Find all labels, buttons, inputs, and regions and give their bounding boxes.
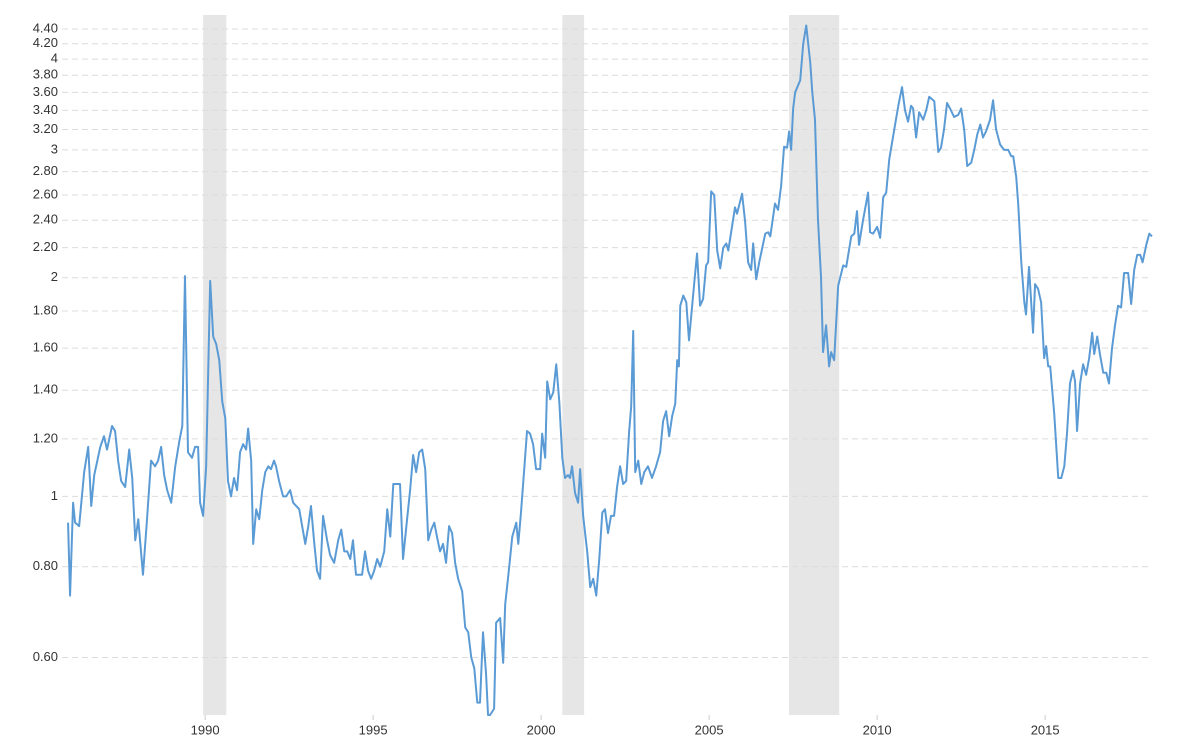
x-tick-label: 1990 (191, 722, 220, 737)
y-tick-label: 2.40 (33, 212, 58, 227)
x-tick-label: 2005 (695, 722, 724, 737)
x-tick-label: 2015 (1031, 722, 1060, 737)
y-tick-label: 2.20 (33, 239, 58, 254)
y-tick-label: 0.80 (33, 558, 58, 573)
shaded-period (562, 15, 585, 715)
data-line (67, 24, 1153, 716)
y-tick-label: 3.20 (33, 121, 58, 136)
y-tick-label: 4.40 (33, 20, 58, 35)
y-tick-label: 2.80 (33, 163, 58, 178)
y-tick-label: 1.80 (33, 302, 58, 317)
shaded-period (789, 15, 840, 715)
shaded-period (203, 15, 227, 715)
x-tick-label: 2000 (527, 722, 556, 737)
y-tick-label: 2.60 (33, 186, 58, 201)
y-tick-label: 3.40 (33, 102, 58, 117)
y-tick-label: 1.20 (33, 430, 58, 445)
y-tick-label: 1.60 (33, 340, 58, 355)
y-tick-label: 3.80 (33, 67, 58, 82)
y-tick-label: 4.20 (33, 35, 58, 50)
x-tick-label: 2010 (863, 722, 892, 737)
x-tick-label: 1995 (359, 722, 388, 737)
y-tick-label: 0.60 (33, 649, 58, 664)
y-tick-label: 2 (51, 269, 58, 284)
y-tick-label: 1.40 (33, 382, 58, 397)
y-tick-label: 3 (51, 141, 58, 156)
y-tick-label: 3.60 (33, 84, 58, 99)
y-tick-label: 1 (51, 488, 58, 503)
y-tick-label: 4 (51, 51, 58, 66)
